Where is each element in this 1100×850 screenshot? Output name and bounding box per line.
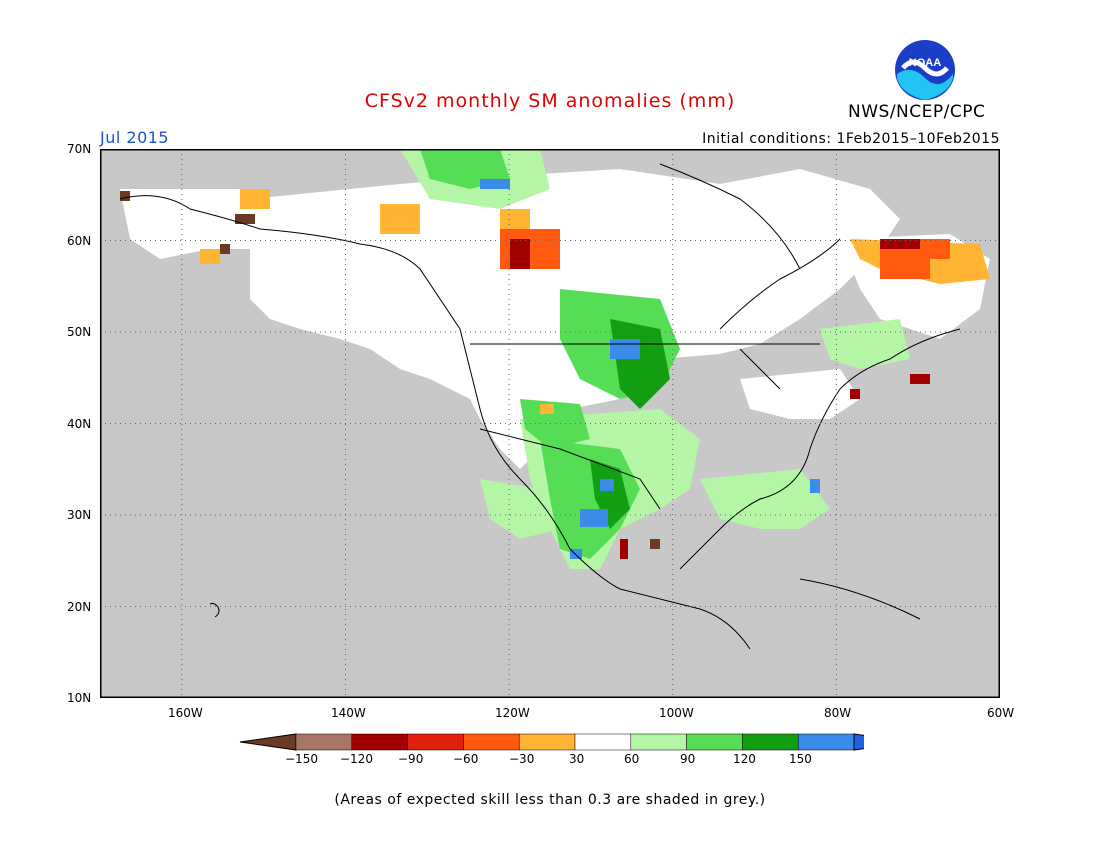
colorbar-label: −30 [509, 752, 535, 766]
colorbar-swatch [797, 733, 855, 751]
colorbar-swatch [351, 733, 408, 751]
colorbar-label: −90 [398, 752, 424, 766]
colorbar-swatch [630, 733, 687, 751]
noaa-logo: NOAA [893, 38, 957, 106]
colorbar-right-arrow [853, 733, 864, 751]
colorbar-swatch [407, 733, 464, 751]
colorbar-swatch [463, 733, 520, 751]
lon-label: 100W [659, 706, 694, 720]
skill-footnote: (Areas of expected skill less than 0.3 a… [334, 792, 766, 808]
lat-label: 40N [67, 417, 92, 431]
colorbar-label: 120 [733, 752, 756, 766]
colorbar-label: −120 [340, 752, 373, 766]
map-frame-border [100, 149, 1000, 698]
colorbar-swatch [686, 733, 743, 751]
colorbar-label: −60 [453, 752, 479, 766]
graticule [100, 149, 1000, 698]
coastlines-and-borders [119, 163, 961, 650]
agency-label: NWS/NCEP/CPC [848, 102, 986, 122]
colorbar-label: 150 [789, 752, 812, 766]
valid-month-label: Jul 2015 [100, 128, 170, 147]
lat-label: 30N [67, 508, 92, 522]
map-title: CFSv2 monthly SM anomalies (mm) [364, 90, 736, 112]
anomaly-minus150-minus120-areas [120, 191, 660, 549]
lon-label: 80W [824, 706, 852, 720]
colorbar-label: 60 [624, 752, 640, 766]
colorbar-swatch [518, 733, 576, 751]
noaa-logo-text: NOAA [909, 57, 941, 69]
anomaly-minus120-minus90-areas [510, 239, 930, 559]
colorbar-label: −150 [285, 752, 318, 766]
colorbar-swatches [239, 733, 864, 751]
colorbar-label: 90 [680, 752, 696, 766]
lat-label: 20N [67, 600, 92, 614]
colorbar-swatch [742, 733, 799, 751]
lon-label: 160W [168, 706, 203, 720]
lat-label: 50N [67, 325, 92, 339]
colorbar-swatch [295, 733, 353, 751]
lat-label: 70N [67, 142, 92, 156]
colorbar-label: 30 [569, 752, 585, 766]
colorbar-swatch [574, 733, 632, 751]
lat-label: 60N [67, 234, 92, 248]
colorbar [239, 733, 864, 751]
anomaly-map [100, 149, 1000, 698]
lon-label: 140W [331, 706, 366, 720]
lon-label: 60W [987, 706, 1015, 720]
lat-label: 10N [67, 691, 92, 705]
lon-label: 120W [495, 706, 530, 720]
colorbar-left-arrow [239, 733, 297, 751]
initial-conditions-label: Initial conditions: 1Feb2015–10Feb2015 [702, 131, 1000, 147]
